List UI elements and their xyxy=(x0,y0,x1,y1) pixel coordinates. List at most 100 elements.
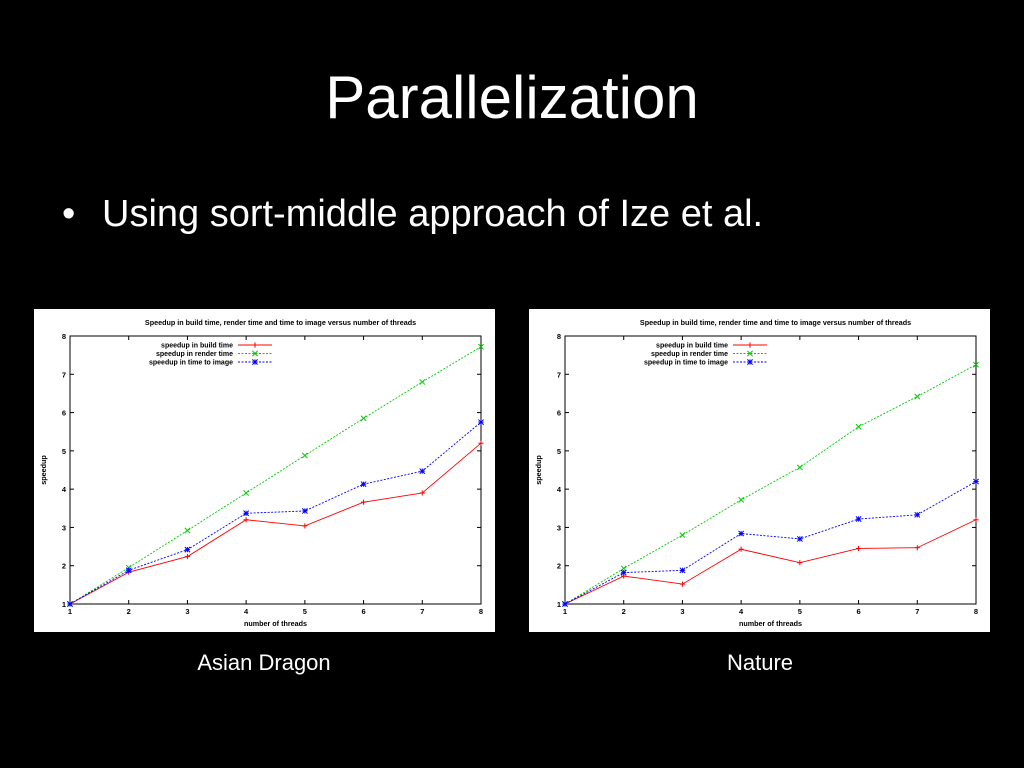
data-point xyxy=(243,510,250,517)
data-point xyxy=(184,527,191,534)
data-point xyxy=(184,546,191,553)
series-line xyxy=(564,481,977,605)
series-line xyxy=(69,442,482,605)
data-point xyxy=(738,496,745,503)
series-line xyxy=(564,519,977,605)
legend-marker xyxy=(252,359,258,365)
data-point xyxy=(796,535,803,542)
y-tick-label: 6 xyxy=(62,409,66,418)
series-0 xyxy=(67,440,484,607)
data-point xyxy=(562,601,568,607)
legend-label: speedup in time to image xyxy=(149,360,233,367)
data-point xyxy=(738,530,745,537)
series-line xyxy=(564,364,977,605)
data-point xyxy=(620,565,627,572)
data-point xyxy=(419,378,426,385)
chart-title: Speedup in build time, render time and t… xyxy=(145,318,416,327)
legend-label: speedup in build time xyxy=(656,343,728,350)
data-point xyxy=(301,452,308,459)
data-point xyxy=(419,468,426,475)
x-tick-label: 8 xyxy=(974,607,978,616)
data-point xyxy=(125,567,132,574)
data-point xyxy=(855,423,862,430)
y-tick-label: 2 xyxy=(557,562,561,571)
x-tick-label: 2 xyxy=(127,607,131,616)
x-tick-label: 6 xyxy=(361,607,365,616)
x-tick-label: 5 xyxy=(798,607,802,616)
data-point xyxy=(914,393,921,400)
data-point xyxy=(855,516,862,522)
data-point xyxy=(796,464,803,471)
x-axis-label: number of threads xyxy=(739,619,802,628)
plot-frame xyxy=(564,335,977,605)
chart-asian-dragon: Speedup in build time, render time and t… xyxy=(34,309,495,632)
y-tick-label: 5 xyxy=(62,447,66,456)
chart-title: Speedup in build time, render time and t… xyxy=(640,318,911,327)
x-axis-label: number of threads xyxy=(244,619,307,628)
x-tick-label: 6 xyxy=(856,607,860,616)
data-point xyxy=(478,343,484,350)
data-point xyxy=(67,601,73,607)
data-point xyxy=(973,361,979,368)
x-tick-label: 8 xyxy=(479,607,483,616)
plot-frame xyxy=(69,335,482,605)
data-point xyxy=(679,567,686,574)
data-point xyxy=(620,569,627,576)
x-tick-label: 3 xyxy=(185,607,189,616)
x-tick-label: 7 xyxy=(420,607,424,616)
y-tick-label: 7 xyxy=(62,370,66,379)
x-tick-label: 7 xyxy=(915,607,919,616)
legend-marker xyxy=(747,350,753,357)
x-tick-label: 1 xyxy=(563,607,567,616)
series-1 xyxy=(562,361,979,607)
bullet-text: Using sort-middle approach of Ize et al. xyxy=(102,193,764,235)
series-1 xyxy=(67,343,484,607)
y-tick-label: 5 xyxy=(557,447,561,456)
x-tick-label: 2 xyxy=(622,607,626,616)
data-point xyxy=(478,419,484,426)
legend-marker xyxy=(747,359,753,365)
legend-label: speedup in render time xyxy=(651,351,728,358)
y-tick-label: 8 xyxy=(62,332,66,341)
chart-nature: Speedup in build time, render time and t… xyxy=(529,309,990,632)
bullet-dot: • xyxy=(62,193,76,235)
chart-asian-dragon-svg: Speedup in build time, render time and t… xyxy=(39,318,484,628)
x-tick-label: 4 xyxy=(739,607,744,616)
y-tick-label: 1 xyxy=(557,600,561,609)
data-point xyxy=(125,564,132,571)
data-point xyxy=(243,490,250,496)
caption-nature: Nature xyxy=(726,650,794,675)
slide-title: Parallelization xyxy=(325,64,699,131)
series-0 xyxy=(562,517,979,607)
y-tick-label: 1 xyxy=(62,600,66,609)
y-tick-label: 3 xyxy=(62,523,66,532)
series-line xyxy=(69,421,482,605)
y-tick-label: 4 xyxy=(557,485,562,494)
y-axis-label: speedup xyxy=(534,455,543,485)
x-tick-label: 5 xyxy=(303,607,307,616)
x-tick-label: 4 xyxy=(244,607,249,616)
data-point xyxy=(914,511,921,518)
data-point xyxy=(301,508,308,514)
legend-marker xyxy=(252,350,258,357)
series-2 xyxy=(562,478,979,607)
x-tick-label: 3 xyxy=(680,607,684,616)
x-tick-label: 1 xyxy=(68,607,72,616)
y-tick-label: 6 xyxy=(557,409,561,418)
series-line xyxy=(69,346,482,605)
legend-label: speedup in render time xyxy=(156,351,233,358)
bullet-item: • Using sort-middle approach of Ize et al… xyxy=(62,186,763,246)
data-point xyxy=(360,481,367,488)
chart-nature-svg: Speedup in build time, render time and t… xyxy=(534,318,979,628)
data-point xyxy=(973,478,979,485)
y-tick-label: 7 xyxy=(557,370,561,379)
data-point xyxy=(360,415,367,422)
y-tick-label: 2 xyxy=(62,562,66,571)
y-tick-label: 8 xyxy=(557,332,561,341)
y-axis-label: speedup xyxy=(39,455,48,485)
legend-label: speedup in time to image xyxy=(644,360,728,367)
data-point xyxy=(679,532,686,539)
y-tick-label: 3 xyxy=(557,523,561,532)
y-tick-label: 4 xyxy=(62,485,67,494)
series-2 xyxy=(67,419,484,607)
